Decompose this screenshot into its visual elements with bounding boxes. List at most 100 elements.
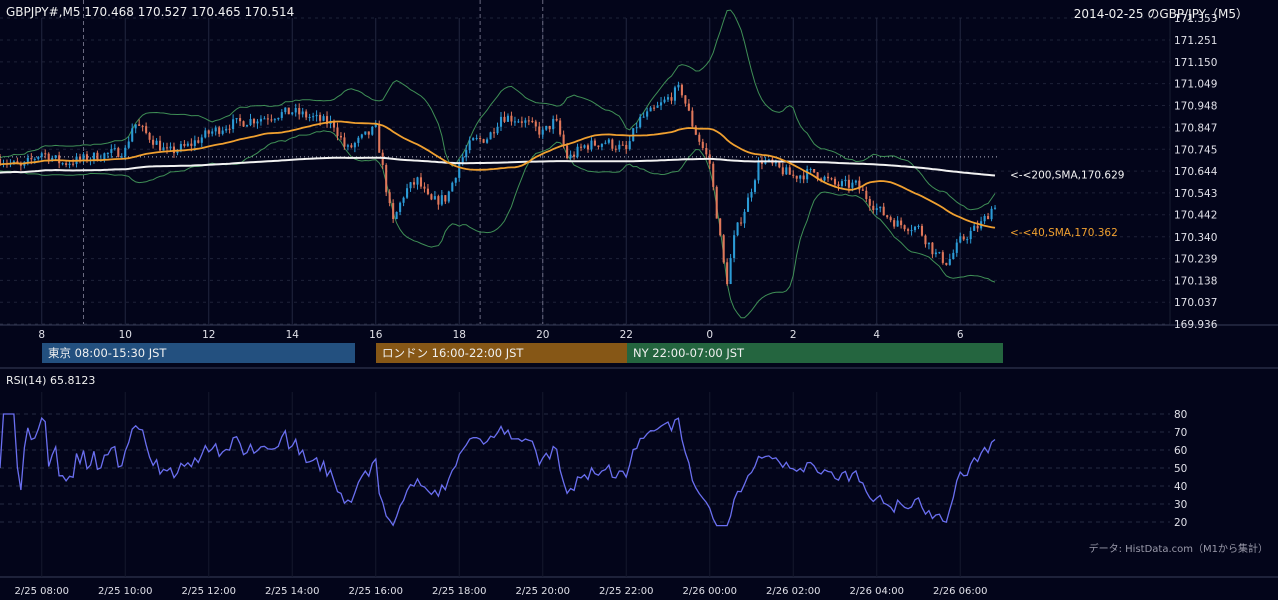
candle-down (138, 124, 141, 126)
candle-up (642, 116, 645, 118)
candle-up (959, 236, 962, 243)
candle-down (555, 118, 558, 121)
candle-up (277, 117, 280, 120)
candle-up (312, 116, 315, 118)
time-tick-label: 6 (957, 329, 964, 341)
candle-down (893, 220, 896, 227)
candle-down (482, 139, 485, 143)
candle-down (945, 262, 948, 265)
candle-up (736, 222, 739, 236)
candle-up (61, 163, 64, 165)
candle-up (353, 142, 356, 148)
candle-up (433, 196, 436, 200)
candle-up (204, 130, 207, 138)
candle-down (319, 114, 322, 121)
candle-down (158, 140, 162, 151)
candle-up (604, 142, 607, 144)
candle-up (677, 84, 680, 88)
candle-up (447, 191, 450, 202)
price-tick-label: 170.138 (1174, 275, 1217, 287)
candle-down (503, 116, 506, 122)
candle-down (392, 203, 395, 220)
candle-up (399, 202, 402, 212)
candle-up (211, 131, 214, 134)
candle-down (419, 177, 423, 187)
candle-down (907, 229, 910, 231)
candle-down (65, 163, 68, 165)
candle-up (854, 180, 857, 183)
session-bar-london: ロンドン 16:00-22:00 JST (376, 343, 627, 363)
sma200-label: <-<200,SMA,170.629 (1010, 169, 1124, 181)
candle-down (781, 167, 784, 175)
candle-down (47, 153, 50, 161)
candle-up (179, 144, 182, 151)
candle-up (552, 118, 555, 130)
candle-down (197, 140, 200, 143)
time-tick-label: 16 (369, 329, 383, 341)
price-tick-label: 171.353 (1174, 13, 1217, 25)
price-tick-label: 170.847 (1174, 122, 1217, 134)
session-bar-newyork: NY 22:00-07:00 JST (627, 343, 1003, 363)
candle-down (987, 215, 990, 220)
candle-down (117, 148, 120, 158)
candle-down (705, 147, 708, 155)
candle-up (656, 105, 659, 108)
candle-down (444, 195, 447, 202)
candle-down (78, 156, 82, 160)
time-tick-label: 0 (706, 329, 713, 341)
candle-down (141, 125, 144, 127)
candle-up (374, 123, 377, 127)
candle-up (635, 127, 638, 129)
candle-up (127, 141, 130, 148)
candle-up (263, 118, 266, 120)
date-time-label: 2/25 18:00 (432, 586, 486, 597)
time-tick-label: 12 (202, 329, 215, 341)
candle-up (395, 211, 398, 220)
candle-up (12, 161, 15, 163)
date-time-label: 2/25 12:00 (182, 586, 236, 597)
candle-up (40, 153, 43, 157)
date-time-label: 2/25 20:00 (516, 586, 570, 597)
candle-up (364, 131, 367, 135)
candle-down (145, 126, 148, 133)
candle-up (729, 258, 732, 285)
price-tick-label: 170.948 (1174, 100, 1217, 112)
candle-up (809, 169, 812, 171)
candle-down (833, 178, 837, 185)
symbol-ohlc-readout: GBPJPY#,M5 170.468 170.527 170.465 170.5… (6, 5, 295, 19)
candle-up (733, 235, 736, 259)
candle-up (68, 163, 71, 165)
candle-up (666, 97, 670, 100)
candle-up (576, 146, 579, 157)
candle-up (176, 150, 179, 154)
candle-up (649, 107, 652, 112)
candle-down (218, 127, 221, 134)
time-tick-label: 2 (790, 329, 797, 341)
time-tick-label: 10 (119, 329, 132, 341)
time-tick-label: 20 (536, 329, 549, 341)
candle-up (92, 152, 95, 160)
candle-up (983, 215, 986, 222)
price-tick-label: 170.543 (1174, 188, 1217, 200)
candle-down (865, 190, 868, 200)
candle-down (931, 242, 934, 255)
candle-down (941, 252, 944, 263)
candle-up (454, 177, 457, 183)
candle-down (0, 159, 2, 165)
candle-down (388, 192, 391, 204)
candle-down (385, 165, 388, 193)
candle-up (186, 143, 189, 146)
candle-up (659, 102, 663, 106)
candle-up (256, 121, 259, 124)
candle-up (948, 258, 951, 265)
price-tick-label: 170.340 (1174, 232, 1217, 244)
candle-up (134, 124, 137, 129)
price-tick-label: 170.239 (1174, 254, 1217, 266)
sma200-line (0, 156, 996, 177)
candle-down (58, 155, 61, 164)
time-tick-label: 14 (286, 329, 300, 341)
candle-down (287, 107, 290, 115)
candle-up (461, 157, 464, 164)
candle-down (183, 144, 186, 146)
